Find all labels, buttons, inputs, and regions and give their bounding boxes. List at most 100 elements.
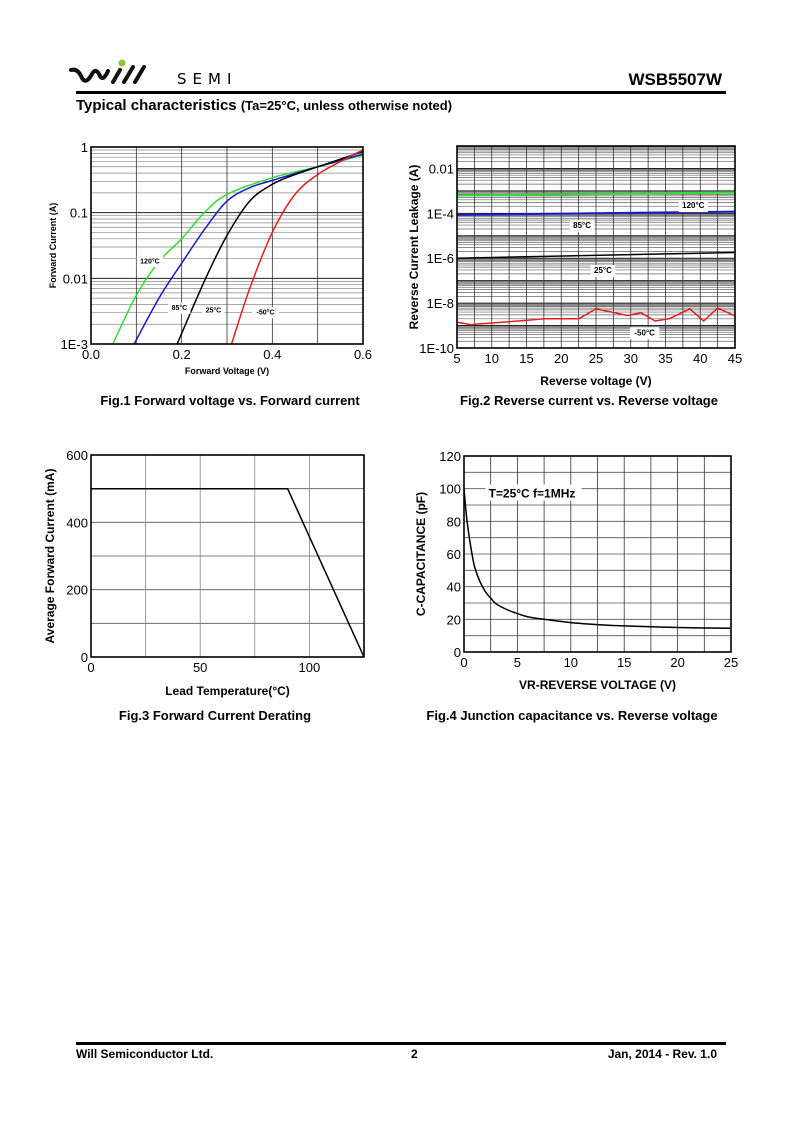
series-label: 120°C [140,257,160,265]
x-tick-label: 20 [670,655,684,670]
section-heading: Typical characteristics (Ta=25°C, unless… [76,97,452,114]
y-axis-label: Reverse Current Leakage (A) [407,165,421,330]
y-tick-label: 1E-3 [61,337,88,352]
section-title: Typical characteristics [76,97,237,114]
x-tick-label: 15 [519,351,533,366]
x-tick-label: 25 [724,655,738,670]
series-label-background [569,220,595,233]
y-axis-label: C-CAPACITANCE (pF) [414,492,428,616]
figure-caption: Fig.2 Reverse current vs. Reverse voltag… [460,393,718,408]
series-line-120c [112,154,364,345]
plot-frame [90,146,364,345]
x-axis-label: VR-REVERSE VOLTAGE (V) [519,678,676,692]
y-tick-label: 100 [439,482,461,497]
y-tick-label: 60 [447,547,461,562]
series-line-25c [176,150,364,345]
series-line-120c [456,191,736,197]
series-line-25c [456,251,736,259]
series-line-derating [91,487,365,658]
x-tick-label: 45 [728,351,742,366]
series-label: 85°C [573,221,591,230]
x-tick-label: 0.0 [82,347,100,362]
series-label-background [678,200,708,213]
y-tick-label: 200 [66,583,88,598]
fig4-chart: T=25°C f=1MHz 0 5 10 15 20 25 0 20 40 60 80 100 120 VR… [414,449,738,723]
figure-caption: Fig.4 Junction capacitance vs. Reverse v… [426,708,717,723]
series-label: 25°C [594,266,612,275]
series-label-background [590,264,616,277]
x-tick-label: 5 [453,351,460,366]
series-label: 85°C [172,304,188,312]
figure-caption: Fig.1 Forward voltage vs. Forward curren… [100,393,360,408]
y-tick-label: 1E-10 [419,341,454,356]
plot-frame [90,454,365,658]
x-axis-label: Forward Voltage (V) [185,366,269,376]
fig2-chart: 120°C 85°C 25°C -50°C 5 10 15 20 25 30 35 40 45 1E-10… [407,145,742,408]
footer-company: Will Semiconductor Ltd. [76,1047,214,1061]
x-tick-label: 30 [624,351,638,366]
y-tick-label: 1E-8 [427,296,454,311]
series-label: -50°C [257,309,275,317]
figure-caption: Fig.3 Forward Current Derating [119,708,311,723]
x-tick-label: 0 [460,655,467,670]
series-label: 25°C [206,307,222,315]
x-tick-label: 15 [617,655,631,670]
x-tick-label: 25 [589,351,603,366]
fig3-chart: 0 50 100 0 200 400 600 Lead Temperature(°C) Aver… [43,448,365,723]
y-tick-label: 0.01 [429,161,454,176]
series-line--50c [456,307,736,326]
y-tick-label: 400 [66,515,88,530]
x-tick-label: 35 [658,351,672,366]
series-label-background [630,327,660,340]
series-label-background [252,307,279,319]
y-tick-label: 0 [454,645,461,660]
footer-rule [76,1042,726,1045]
y-axis-label: Forward Current (A) [48,203,58,289]
y-tick-label: 1 [81,140,88,155]
x-axis-label: Lead Temperature(°C) [165,684,290,698]
x-tick-label: 10 [564,655,578,670]
series-label-background [202,305,225,317]
annotation-background [485,484,582,501]
part-number: WSB5507W [628,70,722,89]
x-tick-label: 100 [299,660,321,675]
footer-page-number: 2 [411,1047,418,1061]
y-tick-label: 40 [447,580,461,595]
y-tick-label: 80 [447,514,461,529]
series-line-85c [456,210,736,216]
x-tick-label: 0.2 [173,347,191,362]
x-tick-label: 50 [193,660,207,675]
x-tick-label: 5 [514,655,521,670]
x-tick-label: 20 [554,351,568,366]
x-tick-label: 0.4 [263,347,281,362]
fig1-chart: 120°C 85°C 25°C -50°C 0.0 0.2 0.4 0.6 1E-3 0.01 0.… [48,140,372,408]
x-tick-label: 0 [87,660,94,675]
header-rule [76,91,726,94]
series-line-capacitance [463,488,732,630]
brand-name: SEMI [177,70,238,88]
y-tick-label: 1E-6 [427,251,454,266]
chart-annotation: T=25°C f=1MHz [489,487,576,501]
series-label: 120°C [682,201,705,210]
y-axis-label: Average Forward Current (mA) [43,469,57,644]
y-tick-label: 600 [66,448,88,463]
series-label-background [136,256,164,268]
x-tick-label: 0.6 [354,347,372,362]
plot-frame [463,455,732,653]
series-label: -50°C [634,328,655,337]
y-tick-label: 0.1 [70,206,88,221]
will-semi-logo [69,59,146,84]
plot-frame [456,145,736,349]
x-tick-label: 10 [485,351,499,366]
y-tick-label: 1E-4 [427,206,454,221]
series-label-background [168,302,191,314]
y-tick-label: 20 [447,612,461,627]
x-axis-label: Reverse voltage (V) [540,374,651,388]
footer-revision: Jan, 2014 - Rev. 1.0 [607,1047,717,1061]
series-line--50c [230,149,364,345]
y-tick-label: 0 [81,650,88,665]
y-tick-label: 120 [439,449,461,464]
x-tick-label: 40 [693,351,707,366]
y-tick-label: 0.01 [63,271,88,286]
section-note: (Ta=25°C, unless otherwise noted) [240,98,453,113]
